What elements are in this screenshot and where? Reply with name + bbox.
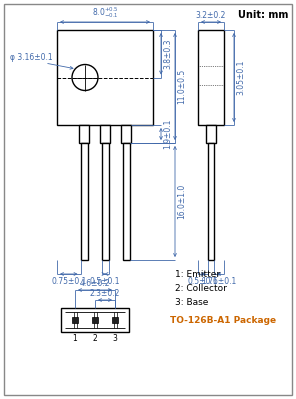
Bar [198, 30, 224, 125]
Text: 4.6±0.2: 4.6±0.2 [80, 279, 110, 288]
Bar [92, 317, 98, 323]
Text: 3.8±0.3: 3.8±0.3 [163, 38, 172, 69]
Bar [121, 125, 131, 143]
Bar [123, 143, 130, 260]
Text: 16.0±1.0: 16.0±1.0 [177, 184, 186, 219]
Text: TO-126B-A1 Package: TO-126B-A1 Package [170, 316, 276, 325]
Bar [112, 317, 118, 323]
Text: 3: Base: 3: Base [175, 298, 208, 307]
Bar [100, 125, 110, 143]
Bar [206, 125, 216, 143]
Text: 11.0±0.5: 11.0±0.5 [177, 69, 186, 104]
Bar [57, 30, 153, 125]
Text: Unit: mm: Unit: mm [238, 10, 288, 20]
Text: 1: Emitter: 1: Emitter [175, 270, 220, 279]
Text: 2.3±0.2: 2.3±0.2 [90, 289, 120, 298]
Text: 0.75±0.1: 0.75±0.1 [51, 277, 86, 286]
Bar [102, 143, 109, 260]
Text: 1.76±0.1: 1.76±0.1 [201, 277, 237, 286]
Text: φ 3.16±0.1: φ 3.16±0.1 [10, 53, 53, 63]
Text: 3: 3 [112, 334, 118, 343]
Text: 3.05±0.1: 3.05±0.1 [236, 60, 245, 95]
Text: 2: 2 [93, 334, 97, 343]
Bar [72, 317, 78, 323]
Text: 2: Collector: 2: Collector [175, 284, 227, 293]
Text: 0.5±0.1: 0.5±0.1 [188, 277, 218, 286]
Text: 1.9±0.1: 1.9±0.1 [163, 119, 172, 149]
Bar [79, 125, 89, 143]
Text: 1: 1 [73, 334, 77, 343]
Bar [61, 308, 129, 332]
Text: $8.0^{+0.5}_{-0.1}$: $8.0^{+0.5}_{-0.1}$ [92, 5, 118, 20]
Text: 0.5±0.1: 0.5±0.1 [90, 277, 120, 286]
Bar [81, 143, 88, 260]
Bar [208, 143, 214, 260]
Text: 3.2±0.2: 3.2±0.2 [196, 11, 226, 20]
